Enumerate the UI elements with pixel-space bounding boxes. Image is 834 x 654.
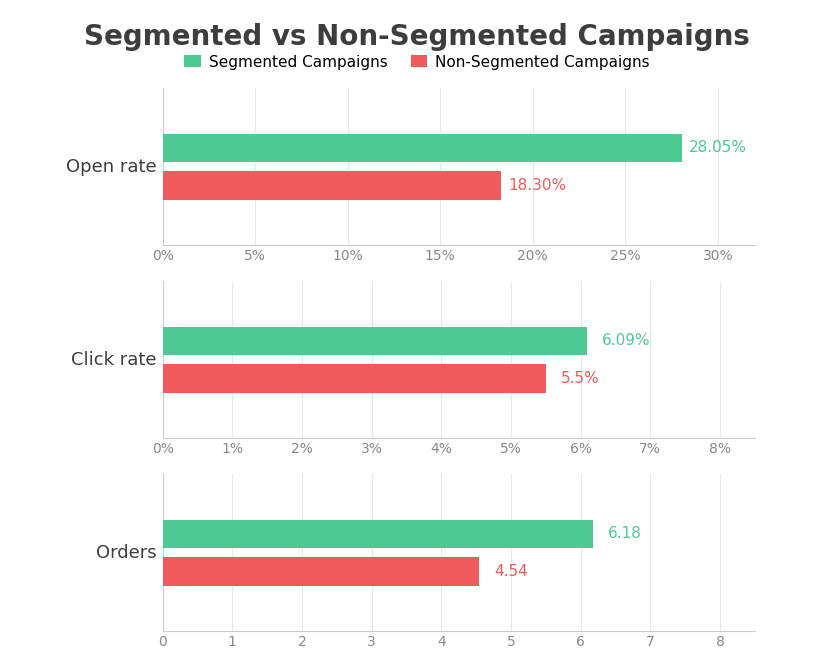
Text: Open rate: Open rate [66, 158, 157, 176]
Text: 4.54: 4.54 [494, 564, 528, 579]
Bar [163, 134, 681, 162]
Text: Segmented vs Non-Segmented Campaigns: Segmented vs Non-Segmented Campaigns [84, 23, 750, 51]
Text: 28.05%: 28.05% [689, 141, 747, 156]
Bar [163, 557, 479, 585]
Bar [163, 327, 587, 355]
Bar [163, 171, 501, 199]
Text: 5.5%: 5.5% [561, 371, 600, 386]
Text: 6.18: 6.18 [608, 526, 642, 542]
Text: Orders: Orders [96, 543, 157, 562]
Legend: Segmented Campaigns, Non-Segmented Campaigns: Segmented Campaigns, Non-Segmented Campa… [184, 55, 650, 69]
Text: Click rate: Click rate [71, 351, 157, 369]
Text: 18.30%: 18.30% [509, 178, 567, 193]
Bar [163, 520, 593, 548]
Bar [163, 364, 545, 392]
Text: 6.09%: 6.09% [602, 334, 651, 349]
